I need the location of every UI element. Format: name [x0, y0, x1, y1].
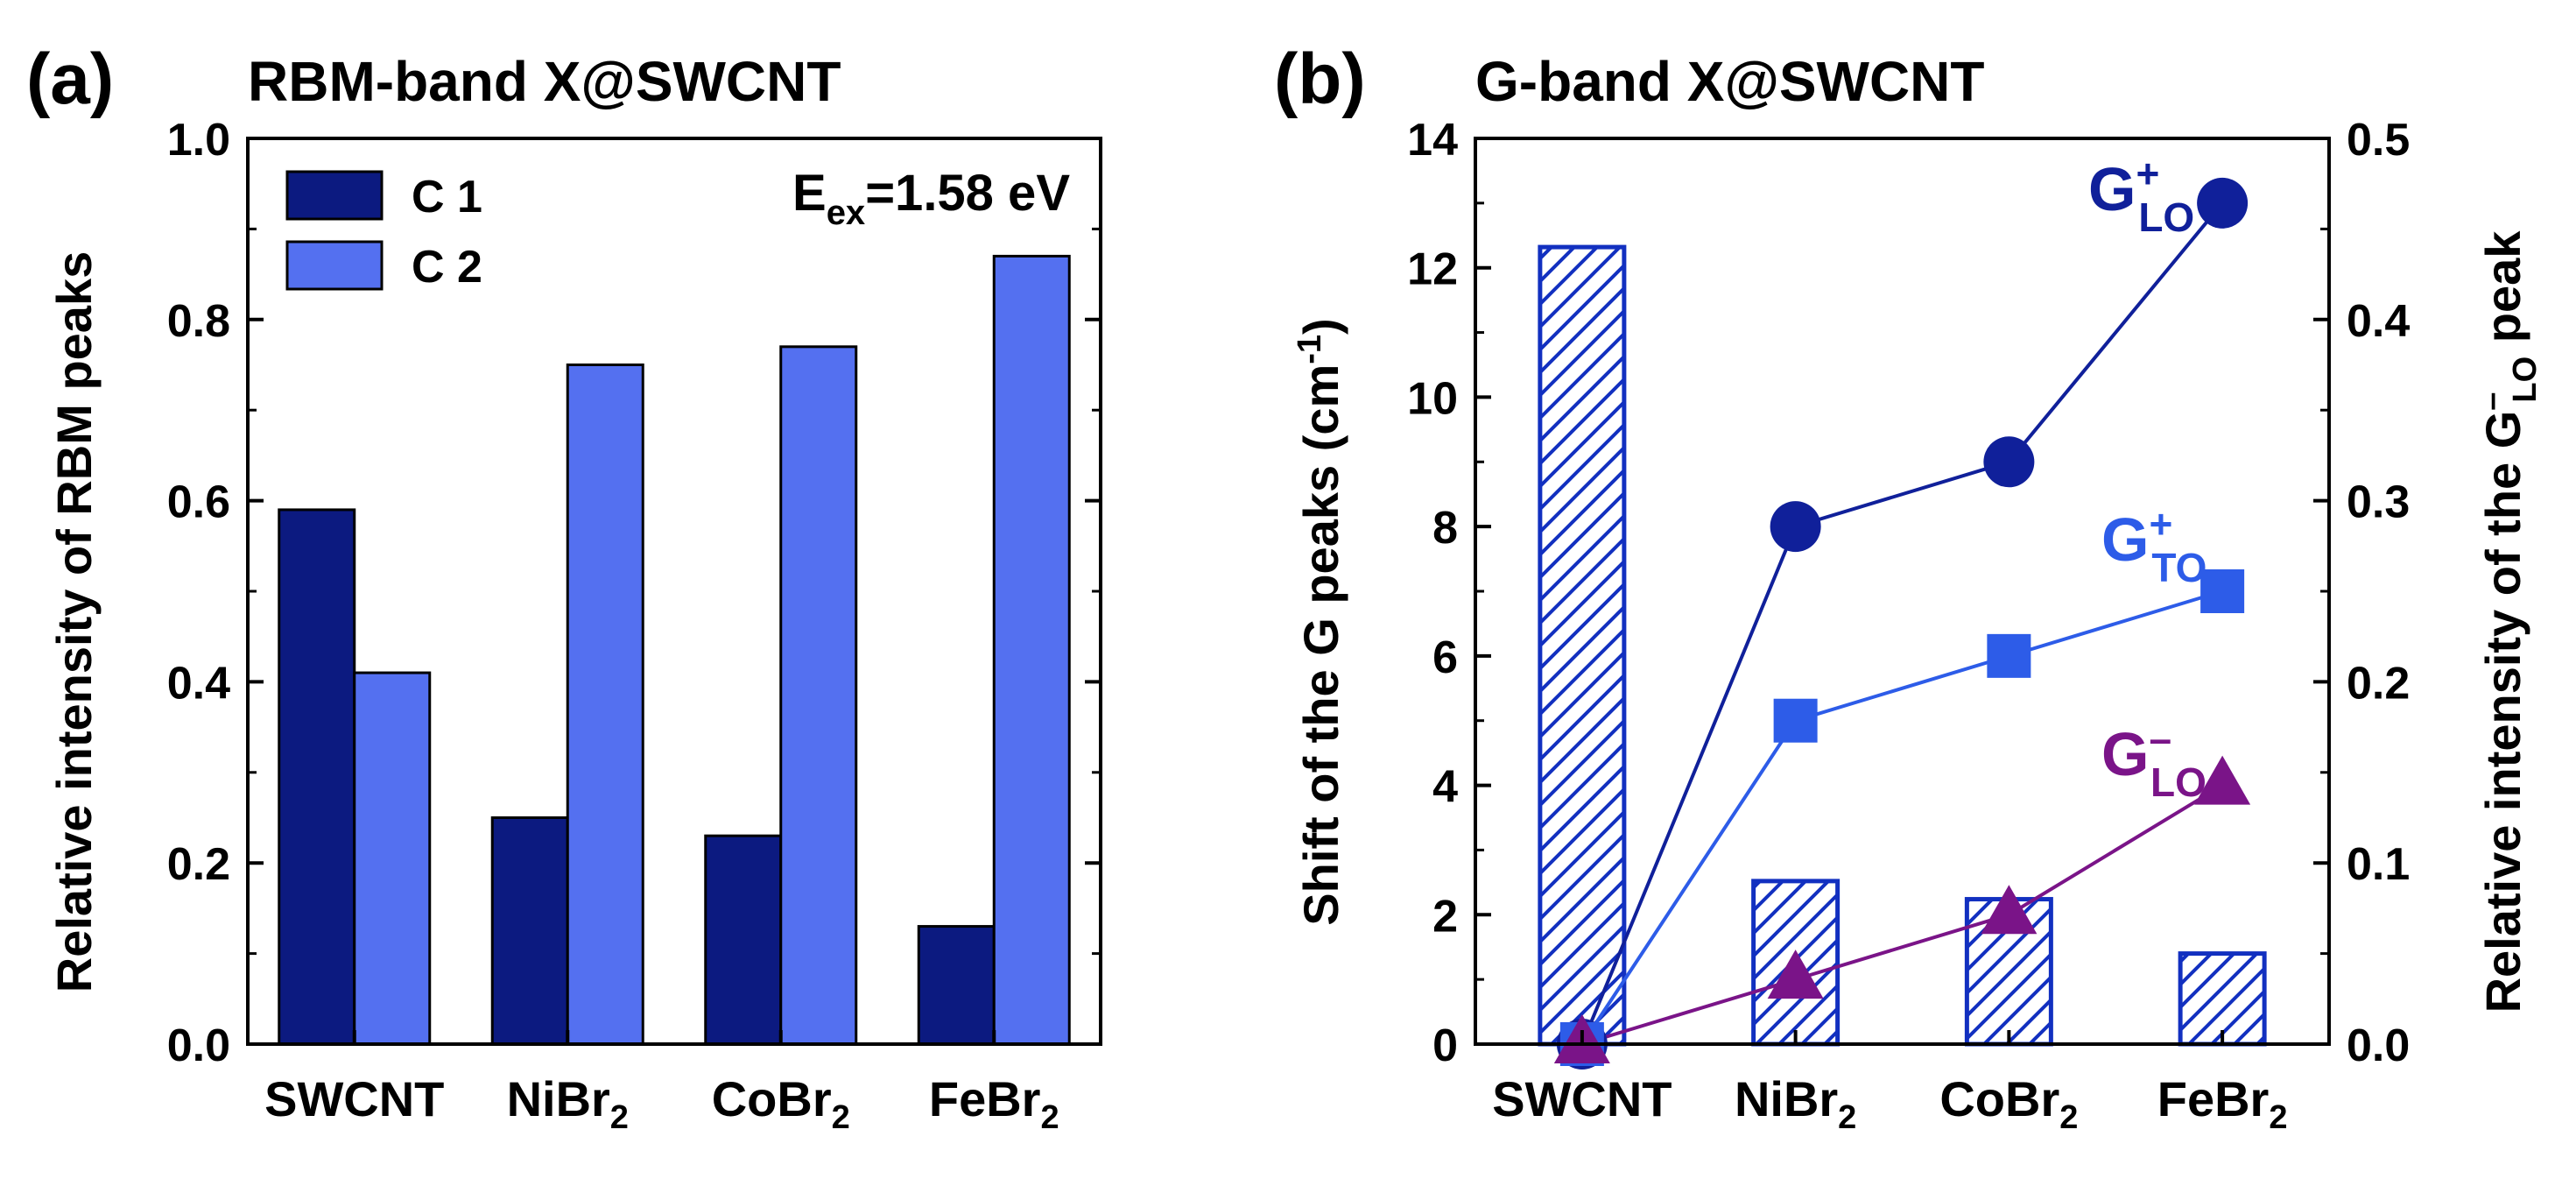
bar-c-1-febr	[917, 925, 996, 1046]
bar-c-2-swcnt	[353, 671, 432, 1046]
y-right-tick-label-0-4: 0.4	[2347, 296, 2410, 347]
y-tick-label-0-6: 0.6	[167, 477, 230, 528]
panel-b-ylabel-right: Relative intensity of the G–LO peak	[2474, 230, 2544, 1013]
bar-c-2-cobr	[779, 345, 858, 1046]
bar-c-2-febr	[992, 254, 1071, 1046]
panel-b-label: (b)	[1274, 39, 1366, 119]
y-left-tick-label-14: 14	[1407, 115, 1458, 166]
panel-a-title: RBM-band X@SWCNT	[248, 50, 841, 113]
line-g-to	[1580, 590, 2223, 1046]
line-g-lo	[1580, 201, 2224, 1045]
series-label-g-plus-lo: G+ LO	[2088, 151, 2194, 240]
y-left-tick-label-0: 0	[1432, 1020, 1458, 1071]
y-tick-label-1-0: 1.0	[167, 115, 230, 166]
x-tick-label-b-nibr: NiBr2	[1735, 1071, 1856, 1136]
x-tick-label-b-febr: FeBr2	[2157, 1071, 2288, 1136]
marker-g-lo-febr	[2194, 755, 2251, 805]
y-left-tick-label-4: 4	[1432, 762, 1458, 813]
y-left-tick-label-2: 2	[1432, 891, 1458, 942]
y-left-tick-label-10: 10	[1407, 373, 1458, 424]
y-right-tick-label-0-0: 0.0	[2347, 1020, 2410, 1071]
y-tick-label-0-2: 0.2	[167, 839, 230, 890]
y-right-tick-label-0-2: 0.2	[2347, 658, 2410, 709]
marker-g-lo-nibr	[1767, 950, 1824, 999]
y-tick-label-0-4: 0.4	[167, 658, 230, 709]
panel-b-ylabel-left: Shift of the G peaks (cm-1)	[1292, 318, 1348, 925]
panel-b: (b) G-band X@SWCNT SWCNT NiBr2 CoBr2 FeBr2 0…	[1274, 39, 2544, 1136]
panel-b-lines	[1553, 177, 2251, 1070]
x-tick-label-febr: FeBr2	[929, 1071, 1059, 1136]
y-left-tick-label-6: 6	[1432, 632, 1458, 683]
panel-a: (a) RBM-band X@SWCNT SWCNT NiBr2 CoBr2 FeBr…	[26, 39, 1102, 1136]
x-tick-label-nibr: NiBr2	[507, 1071, 629, 1136]
marker-g-to-cobr	[1987, 633, 2031, 678]
bar-c-1-nibr	[490, 816, 569, 1046]
line-g-lo	[1581, 783, 2224, 1046]
marker-g-to-nibr	[1773, 698, 1818, 743]
excitation-energy-annotation: Eex=1.58 eV	[792, 165, 1070, 232]
marker-g-lo-cobr	[1981, 885, 2038, 935]
panel-a-axes: SWCNT NiBr2 CoBr2 FeBr2 0.0 0.2 0.4 0.6 0.8 1.0	[167, 115, 1102, 1136]
panel-a-legend: C 1 C 2	[285, 170, 482, 293]
hatched-bar-swcnt	[1538, 244, 1627, 1047]
legend-label-c2: C 2	[412, 242, 482, 293]
bar-c-1-swcnt	[278, 508, 356, 1046]
panel-a-bars	[278, 254, 1071, 1046]
series-label-g-plus-to: G+ TO	[2101, 501, 2206, 590]
legend-swatch-c1	[285, 170, 384, 221]
y-left-tick-label-8: 8	[1432, 503, 1458, 554]
x-tick-label-b-swcnt: SWCNT	[1492, 1071, 1672, 1126]
panel-b-axes: SWCNT NiBr2 CoBr2 FeBr2 0 2 4 6 8 10 12 14 0.0 0.1 0.2…	[1407, 115, 2410, 1136]
panel-a-label: (a)	[26, 39, 114, 119]
y-right-tick-label-0-3: 0.3	[2347, 477, 2410, 528]
legend-swatch-c2	[285, 240, 384, 291]
y-tick-label-0-0: 0.0	[167, 1020, 230, 1071]
hatched-bar-febr	[2178, 951, 2267, 1047]
panel-a-ylabel: Relative intensity of RBM peaks	[46, 251, 102, 992]
panel-b-bars	[1538, 244, 2267, 1047]
panel-b-title: G-band X@SWCNT	[1475, 50, 1984, 113]
marker-g-lo-febr	[2197, 177, 2249, 229]
y-tick-label-0-8: 0.8	[167, 296, 230, 347]
y-right-tick-label-0-1: 0.1	[2347, 839, 2410, 890]
x-tick-label-swcnt: SWCNT	[264, 1071, 444, 1126]
marker-g-lo-nibr	[1770, 501, 1821, 553]
x-tick-label-b-cobr: CoBr2	[1939, 1071, 2078, 1136]
x-tick-label-cobr: CoBr2	[712, 1071, 850, 1136]
y-left-tick-label-12: 12	[1407, 244, 1458, 295]
bar-c-2-nibr	[566, 364, 644, 1046]
series-label-g-minus-lo: G– LO	[2101, 716, 2206, 805]
y-right-tick-label-0-5: 0.5	[2347, 115, 2410, 166]
marker-g-lo-cobr	[1983, 436, 2035, 488]
marker-g-to-febr	[2200, 569, 2245, 613]
bar-c-1-cobr	[704, 834, 783, 1046]
legend-label-c1: C 1	[412, 172, 482, 222]
